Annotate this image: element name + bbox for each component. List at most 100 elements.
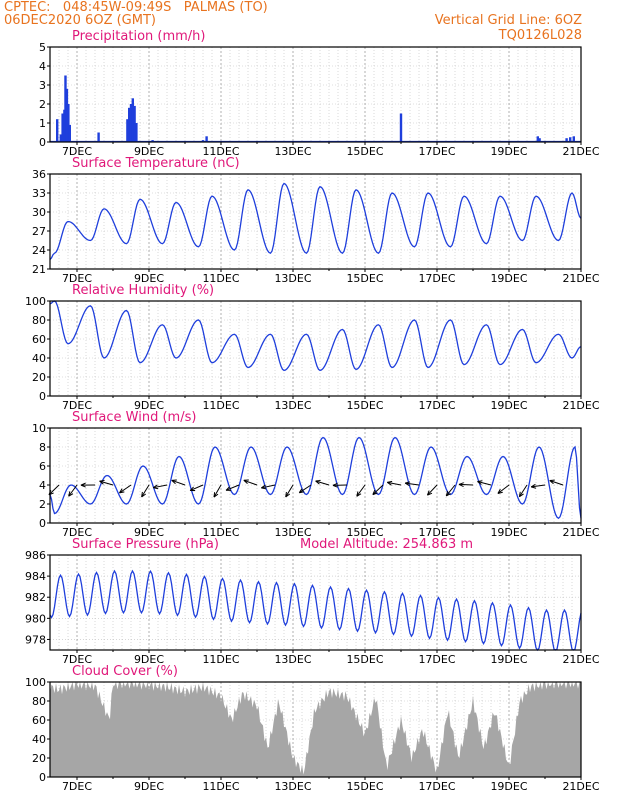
x-tick-label: 13DEC xyxy=(274,653,311,666)
wind-arrow-head xyxy=(99,480,105,485)
precip-bar xyxy=(135,123,138,142)
wind-arrow xyxy=(372,484,384,495)
wind-arrow xyxy=(261,484,276,489)
wind-arrow-head xyxy=(80,482,86,488)
wind-arrow-head xyxy=(549,479,555,485)
wind-arrow-head xyxy=(356,491,362,497)
precip-bar xyxy=(538,138,541,142)
y-tick-label: 984 xyxy=(25,570,46,583)
x-tick-label: 11DEC xyxy=(202,653,239,666)
y-tick-label: 40 xyxy=(32,352,46,365)
header-model-id: TQ0126L028 xyxy=(498,28,582,43)
precip-bar xyxy=(65,88,69,142)
wind-speed-line xyxy=(49,436,582,520)
x-tick-label: 11DEC xyxy=(202,145,239,158)
y-tick-label: 30 xyxy=(32,206,46,219)
header-date: 06DEC2020 6OZ (GMT) xyxy=(4,13,156,28)
x-tick-label: 7DEC xyxy=(62,780,92,793)
x-tick-label: 19DEC xyxy=(490,526,527,539)
y-tick-label: 982 xyxy=(25,591,46,604)
panel-border xyxy=(49,681,582,778)
x-tick-label: 21DEC xyxy=(562,272,599,285)
precip-bar xyxy=(97,132,100,142)
y-tick-label: 8 xyxy=(39,441,46,454)
x-tick-label: 21DEC xyxy=(562,399,599,412)
x-tick-label: 17DEC xyxy=(418,145,455,158)
cloud-title: Cloud Cover (%) xyxy=(72,664,178,679)
x-tick-label: 7DEC xyxy=(62,399,92,412)
wind-arrow-head xyxy=(497,488,503,494)
x-tick-label: 19DEC xyxy=(490,145,527,158)
y-tick-label: 27 xyxy=(32,225,46,238)
precip-bar xyxy=(126,119,129,142)
panel-border xyxy=(49,300,582,397)
x-tick-label: 19DEC xyxy=(490,399,527,412)
wind-arrow xyxy=(445,484,456,497)
x-tick-label: 11DEC xyxy=(202,399,239,412)
wind-arrow-head xyxy=(445,491,451,497)
wind-arrow xyxy=(387,481,402,486)
wind-arrow xyxy=(153,484,168,489)
wind-arrow-head xyxy=(298,488,305,494)
precip-bar xyxy=(61,113,64,142)
precip-bar xyxy=(536,136,539,142)
wind-arrow-head xyxy=(68,491,74,497)
x-tick-label: 17DEC xyxy=(418,653,455,666)
panel-border xyxy=(49,46,582,143)
wind-title: Surface Wind (m/s) xyxy=(72,410,197,425)
precip-bar xyxy=(64,75,67,142)
x-tick-label: 13DEC xyxy=(274,272,311,285)
x-tick-label: 7DEC xyxy=(62,272,92,285)
wind-arrow xyxy=(518,484,528,498)
precip-bar xyxy=(399,113,403,142)
wind-arrow-head xyxy=(404,481,411,487)
precip-bar xyxy=(56,119,59,142)
wind-arrow xyxy=(299,484,312,494)
x-tick-label: 15DEC xyxy=(346,399,383,412)
precip-title: Precipitation (mm/h) xyxy=(72,29,206,44)
x-tick-label: 15DEC xyxy=(346,780,383,793)
precip-bar xyxy=(205,136,208,142)
x-tick-label: 13DEC xyxy=(274,780,311,793)
wind-arrow-head xyxy=(372,489,378,496)
wind-arrow-head xyxy=(225,486,232,491)
x-tick-label: 19DEC xyxy=(490,653,527,666)
y-tick-label: 0 xyxy=(39,517,46,530)
x-tick-label: 17DEC xyxy=(418,526,455,539)
panel-border xyxy=(49,427,582,524)
y-tick-label: 986 xyxy=(25,549,46,562)
x-tick-label: 9DEC xyxy=(134,145,164,158)
header-station: CPTEC: 048:45W-09:49S PALMAS (TO) xyxy=(4,0,268,15)
x-tick-label: 15DEC xyxy=(346,272,383,285)
y-tick-label: 20 xyxy=(32,752,46,765)
y-tick-label: 4 xyxy=(39,479,46,492)
wind-arrow-head xyxy=(386,480,393,486)
y-tick-label: 80 xyxy=(32,314,46,327)
wind-arrow xyxy=(141,484,150,498)
wind-arrow xyxy=(225,484,240,491)
x-tick-label: 17DEC xyxy=(418,272,455,285)
wind-arrow xyxy=(549,480,564,486)
x-tick-label: 9DEC xyxy=(134,780,164,793)
wind-arrow-head xyxy=(285,491,291,498)
y-tick-label: 60 xyxy=(32,714,46,727)
x-tick-label: 7DEC xyxy=(62,653,92,666)
y-tick-label: 3 xyxy=(39,79,46,92)
precip-bar xyxy=(569,137,572,142)
wind-arrow-head xyxy=(119,488,125,494)
wind-arrow-head xyxy=(332,482,338,488)
y-tick-label: 36 xyxy=(32,168,46,181)
x-tick-label: 7DEC xyxy=(62,145,92,158)
x-tick-label: 11DEC xyxy=(202,526,239,539)
x-tick-label: 13DEC xyxy=(274,526,311,539)
temp-title: Surface Temperature (nC) xyxy=(72,156,240,171)
wind-arrow-head xyxy=(458,482,464,488)
y-tick-label: 0 xyxy=(39,390,46,403)
precip-bar xyxy=(59,134,62,142)
x-tick-label: 19DEC xyxy=(490,780,527,793)
x-tick-label: 21DEC xyxy=(562,780,599,793)
wind-arrow-head xyxy=(152,484,159,490)
model-altitude: Model Altitude: 254.863 m xyxy=(300,537,474,552)
x-tick-label: 19DEC xyxy=(490,272,527,285)
